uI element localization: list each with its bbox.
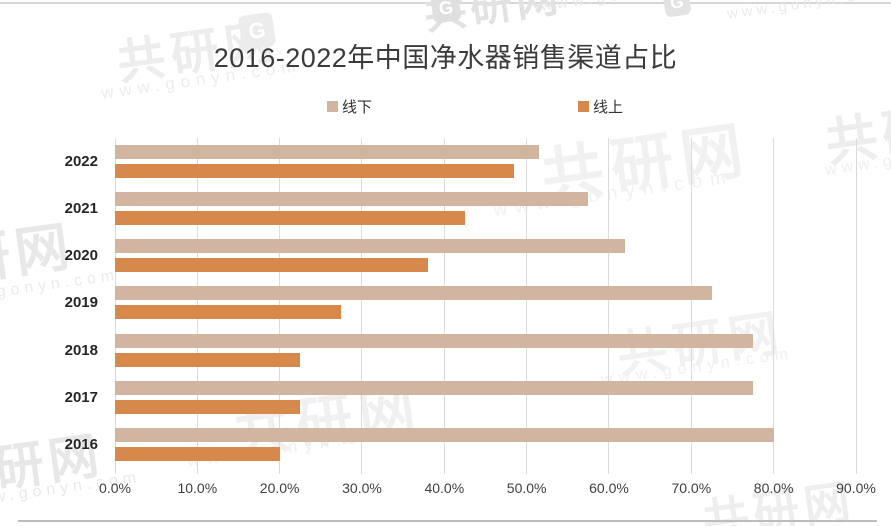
gridline-30.0% [361,138,363,474]
bar-group-2022: 2022 [65,138,856,185]
bar-offline-2017 [115,380,754,395]
bar-online-2018 [115,352,301,367]
chart-title: 2016-2022年中国净水器销售渠道占比 [213,43,678,73]
legend-swatch-online-icon [578,101,589,112]
gridline-60.0% [608,138,610,474]
y-category-label: 2022 [64,153,98,170]
gridline-50.0% [526,138,528,474]
legend-label-online: 线上 [593,99,624,116]
bar-offline-2019 [115,286,712,301]
x-tick-label: 70.0% [671,480,712,496]
gridline-70.0% [690,138,692,474]
x-tick-label: 60.0% [589,480,629,496]
y-category-label: 2020 [64,247,98,265]
bar-group-2019: 2019 [65,279,856,326]
gridline-80.0% [773,138,775,474]
watermark-logo-icon: G [662,0,692,18]
legend-item-online: 线上 [578,96,623,117]
x-tick-label: 30.0% [342,480,382,496]
bar-offline-2022 [115,145,540,160]
legend-label-offline: 线下 [342,99,373,116]
bar-online-2021 [115,211,465,226]
legend-item-offline: 线下 [327,96,372,117]
bar-online-2019 [115,305,342,320]
y-category-label: 2017 [64,388,98,406]
bar-offline-2020 [115,239,626,254]
bottom-border-line [18,520,877,522]
x-tick-label: 20.0% [259,480,300,496]
y-category-label: 2021 [64,200,98,218]
watermark-logo-icon: G [430,0,462,24]
x-tick-label: 90.0% [836,480,876,496]
bar-offline-2018 [115,333,754,348]
y-category-label: 2019 [64,294,98,312]
bar-group-2021: 2021 [65,185,856,232]
bar-online-2020 [115,258,428,273]
bar-group-2018: 2018 [65,327,856,374]
x-tick-label: 10.0% [177,480,218,496]
bar-online-2016 [115,446,280,461]
y-category-label: 2018 [64,341,98,359]
gridline-90.0% [855,138,857,474]
legend-swatch-offline-icon [327,101,338,112]
bar-offline-2016 [115,427,774,442]
bar-online-2017 [115,399,301,414]
x-tick-label: 0.0% [99,480,131,496]
bar-group-2016: 2016 [65,421,856,468]
x-tick-label: 40.0% [424,480,465,496]
x-tick-label: 80.0% [753,480,794,496]
plot-area: 0.0% 10.0% 20.0% 30.0% 40.0% 50.0% 60.0% 70.0% 8… [65,138,876,496]
bar-group-2017: 2017 [65,374,856,421]
bar-group-2020: 2020 [65,232,856,279]
x-tick-label: 50.0% [506,480,547,496]
bar-online-2022 [115,164,515,179]
bar-offline-2021 [115,192,589,207]
gridline-40.0% [443,138,445,474]
y-category-label: 2016 [64,435,98,453]
